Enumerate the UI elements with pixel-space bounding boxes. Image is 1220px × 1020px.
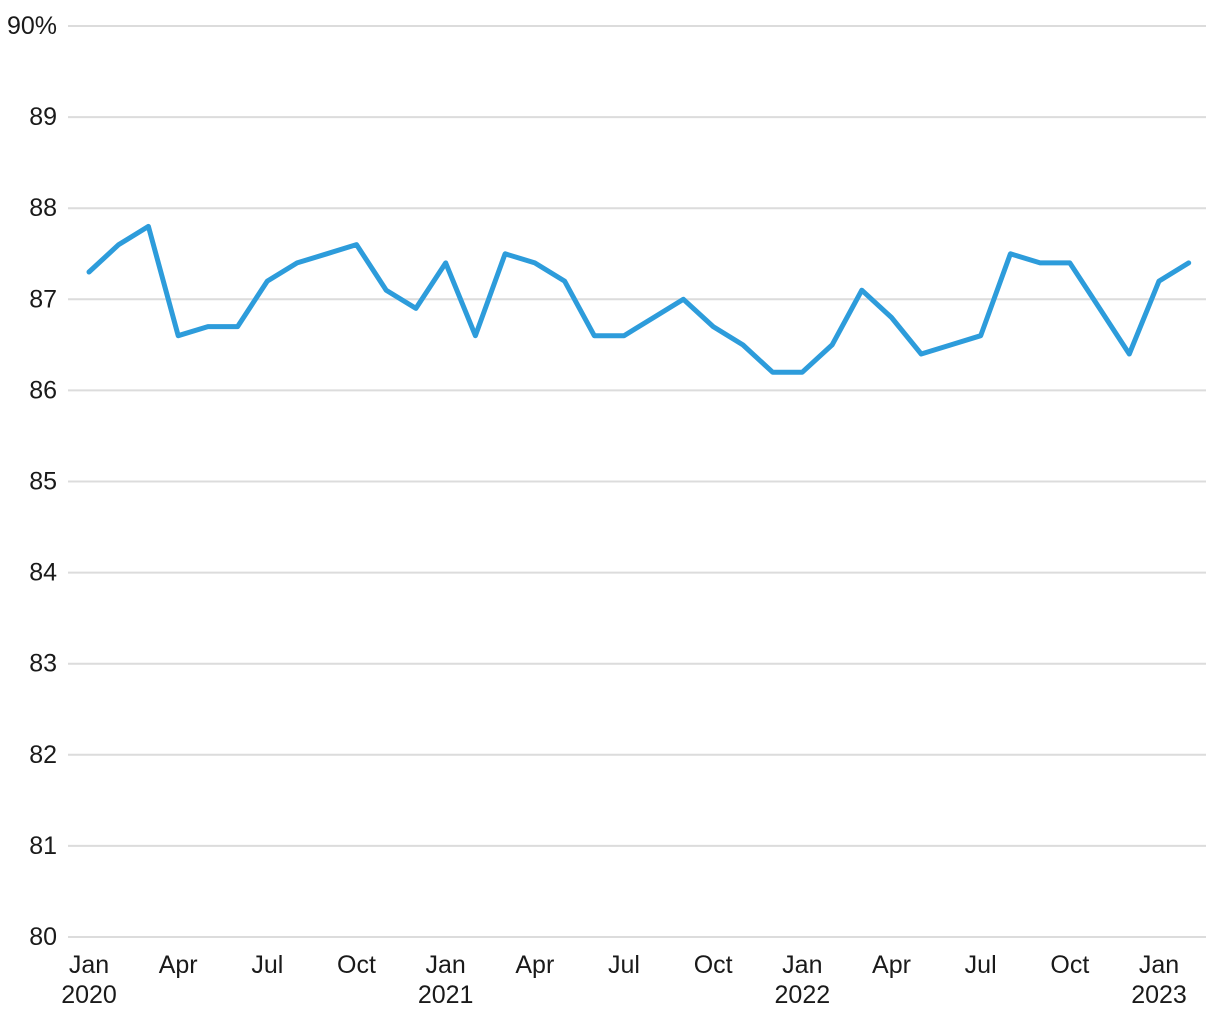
x-axis-label-month: Jan	[782, 951, 822, 979]
y-axis-label: 82	[29, 741, 57, 769]
y-axis-label: 88	[29, 194, 57, 222]
y-axis-label: 87	[29, 285, 57, 313]
x-axis-label-month: Jul	[608, 951, 640, 979]
x-axis-label-month: Oct	[694, 951, 733, 979]
y-axis-label: 83	[29, 650, 57, 678]
x-axis-label-year: 2022	[775, 981, 831, 1009]
y-axis-label: 90%	[7, 12, 57, 40]
x-axis-label-month: Apr	[515, 951, 554, 979]
x-axis-label-year: 2020	[61, 981, 117, 1009]
x-axis-label-month: Jan	[69, 951, 109, 979]
x-axis-label-month: Jan	[1139, 951, 1179, 979]
x-axis-label-month: Apr	[872, 951, 911, 979]
y-axis-label: 84	[29, 559, 57, 587]
x-axis-label-month: Jul	[965, 951, 997, 979]
y-axis-label: 86	[29, 376, 57, 404]
x-axis-label-year: 2021	[418, 981, 474, 1009]
y-axis-label: 85	[29, 468, 57, 496]
x-axis-label-year: 2023	[1131, 981, 1187, 1009]
trend-line-series	[86, 223, 1192, 375]
x-axis-label-month: Oct	[337, 951, 376, 979]
x-axis-label-month: Jan	[426, 951, 466, 979]
x-axis-label-month: Oct	[1050, 951, 1089, 979]
y-axis-label: 89	[29, 103, 57, 131]
x-axis-label-month: Apr	[159, 951, 198, 979]
y-axis-label: 81	[29, 832, 57, 860]
y-axis-label: 80	[29, 923, 57, 951]
x-axis-label-month: Jul	[251, 951, 283, 979]
